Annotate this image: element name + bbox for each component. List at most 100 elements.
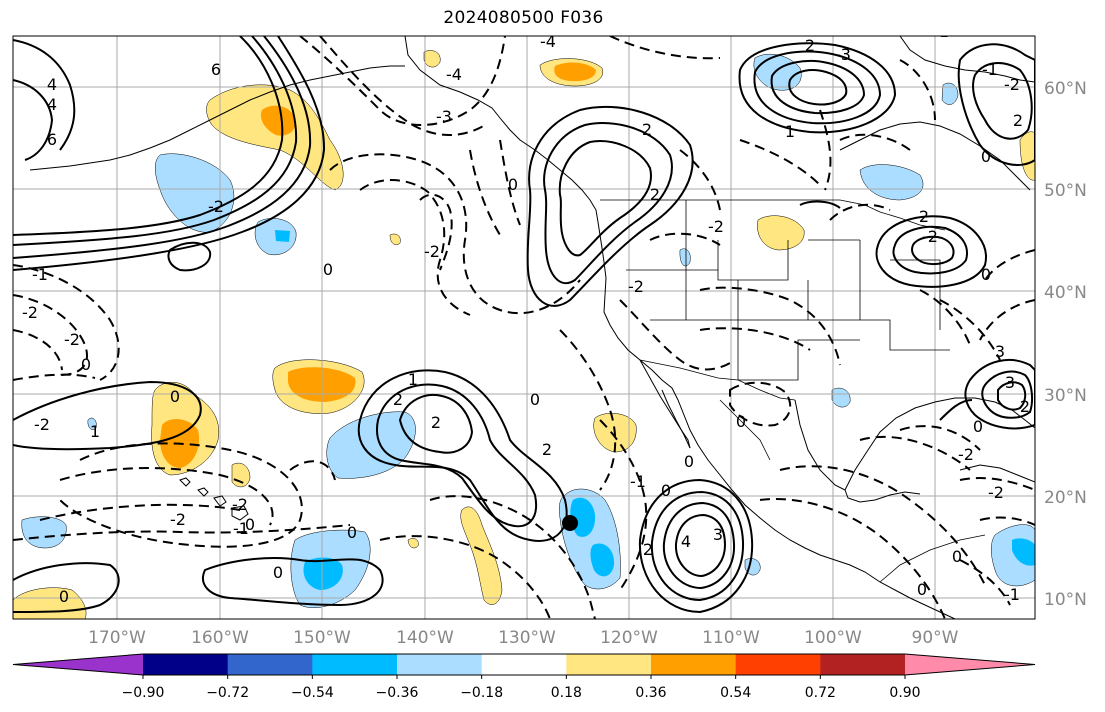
colorbar-segment <box>566 654 652 675</box>
shade-light-blue-small-nw <box>679 248 691 267</box>
contour-label: 2 <box>919 207 929 226</box>
contour-label: 2 <box>393 390 403 409</box>
lat-label: 10°N <box>1044 590 1087 610</box>
colorbar-segment <box>143 654 229 675</box>
contour-solid <box>13 36 326 271</box>
lat-label: 50°N <box>1044 181 1087 201</box>
gridlines <box>13 36 1035 619</box>
contour-solid <box>558 140 652 257</box>
contour-label: -1 <box>1004 585 1020 604</box>
contour-label: 2 <box>542 440 552 459</box>
contour-solid <box>753 50 882 125</box>
colorbar-segment <box>735 654 821 675</box>
contour-solid <box>650 490 745 602</box>
contour-label: 2 <box>650 185 660 204</box>
contour-label: 0 <box>973 417 983 436</box>
contour-label: 1 <box>90 422 100 441</box>
contour-label: 3 <box>1005 373 1015 392</box>
shade-light-blue-hawaii <box>87 417 97 430</box>
contour-label: -2 <box>424 242 440 261</box>
contour-solid <box>398 394 474 454</box>
shade-yellow-pnw <box>757 215 805 251</box>
contour-label-group: -4 6 4 6 4 -4 -3 -2 2 -3 2 1 0 -2 0 -1 -… <box>22 22 1030 606</box>
contour-solid <box>738 42 897 134</box>
colorbar-tick-label: −0.36 <box>376 685 419 701</box>
contour-label: 0 <box>736 412 746 431</box>
colorbar-tick-label: −0.54 <box>291 685 334 701</box>
contour-label: 4 <box>681 532 691 551</box>
colorbar-tick-label: −0.18 <box>460 685 503 701</box>
contour-label: -3 <box>835 45 851 64</box>
contour-label: 0 <box>81 355 91 374</box>
contour-label: 0 <box>323 260 333 279</box>
contour-label: 2 <box>431 413 441 432</box>
contour-label: -2 <box>1004 75 1020 94</box>
lon-label: 140°W <box>396 628 454 648</box>
contour-lines-dashed <box>13 36 1035 619</box>
latitude-labels: 60°N 50°N 40°N 30°N 20°N 10°N <box>1044 79 1087 610</box>
contour-solid <box>981 370 1034 419</box>
contour-solid <box>167 241 212 272</box>
contour-label: -2 <box>208 197 224 216</box>
contour-label: -2 <box>922 227 938 246</box>
contour-solid <box>799 200 841 209</box>
contour-solid <box>376 383 538 528</box>
contour-solid <box>911 235 955 266</box>
map-title: 2024080500 F036 <box>443 8 604 28</box>
contour-label: 0 <box>952 547 962 566</box>
contour-label: 3 <box>713 525 723 544</box>
contour-label: -2 <box>232 495 248 514</box>
colorbar-ticks: −0.90 −0.72 −0.54 −0.36 −0.18 0.18 0.36 0.54 0.7… <box>122 675 921 701</box>
shade-light-blue-ne3 <box>941 82 959 105</box>
lon-label: 110°W <box>702 628 760 648</box>
contour-label: 2 <box>1013 111 1023 130</box>
contour-solid <box>13 36 298 246</box>
contour-label: -1 <box>32 265 48 284</box>
shade-blue-central-am <box>1012 538 1035 566</box>
lat-label: 60°N <box>1044 79 1087 99</box>
shade-orange-alaska <box>260 105 296 136</box>
contour-solid <box>13 380 202 451</box>
colorbar-tick-label: 0.36 <box>635 685 666 701</box>
shade-light-blue-central <box>326 411 416 479</box>
contour-label: -2 <box>64 330 80 349</box>
contour-label: 0 <box>684 452 694 471</box>
contour-label: -2 <box>958 445 974 464</box>
contour-solid <box>202 557 384 607</box>
contour-solid <box>788 69 848 106</box>
contour-solid <box>13 39 76 151</box>
coastlines <box>29 36 1035 619</box>
colorbar-tick-label: 0.54 <box>720 685 751 701</box>
contour-solid <box>957 43 1035 166</box>
shade-light-blue-small1 <box>254 218 297 256</box>
colorbar-segment <box>227 654 313 675</box>
contour-label: -4 <box>446 65 462 84</box>
contour-label: -4 <box>540 32 556 51</box>
map-frame <box>12 35 1036 620</box>
contour-solid <box>964 359 1035 430</box>
colorbar-segment <box>820 654 906 675</box>
contour-label: 0 <box>245 515 255 534</box>
shade-blue-small1 <box>275 230 290 242</box>
contour-solid <box>638 478 754 614</box>
shade-yellow-east-edge <box>1019 131 1035 181</box>
borders <box>600 199 986 583</box>
contour-solid <box>13 36 284 236</box>
contour-solid <box>662 501 736 590</box>
contour-solid <box>939 399 973 421</box>
contour-label: 6 <box>47 130 57 149</box>
colorbar-segment <box>481 654 567 675</box>
colorbar-segment <box>651 654 737 675</box>
contour-label: 0 <box>273 563 283 582</box>
contour-label: 0 <box>981 147 991 166</box>
contour-label: 1 <box>939 22 949 41</box>
shade-light-blue-ne2 <box>859 164 924 201</box>
contour-label: 2 <box>642 120 652 139</box>
contour-solid <box>875 215 987 288</box>
lat-label: 30°N <box>1044 386 1087 406</box>
shade-yellow-alaska-n <box>423 50 441 68</box>
contour-label: 2 <box>805 36 815 55</box>
shade-orange-bc-north <box>554 62 596 82</box>
contour-label: 4 <box>47 75 57 94</box>
